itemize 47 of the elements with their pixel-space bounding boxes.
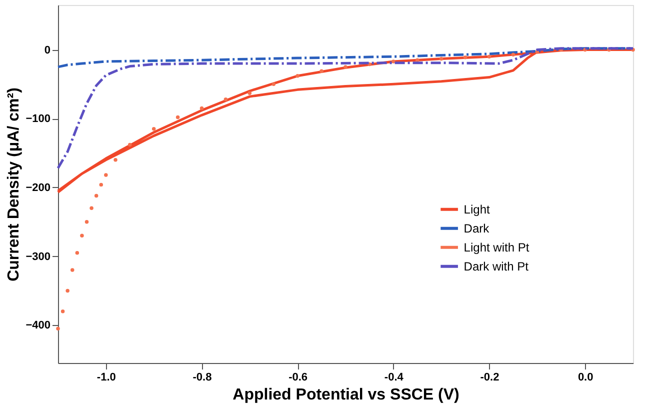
point [344,65,348,69]
point [60,310,65,314]
y-tick-label: −300 [26,250,50,263]
point [439,56,444,61]
point [90,206,94,210]
point [56,326,60,330]
point [200,106,204,110]
point [99,182,103,187]
y-tick-label: 0 [44,44,50,56]
legend-label: Light [464,202,490,216]
x-axis-title: Applied Potential vs SSCE (V) [232,386,460,404]
point [272,82,276,86]
line-series [56,47,634,170]
point [320,69,324,73]
point [80,234,84,238]
point [392,60,396,64]
point [487,54,492,58]
point [176,115,180,120]
point [75,250,80,255]
point [128,142,132,147]
point [248,91,252,95]
y-tick-label: −100 [26,113,50,126]
legend-label: Dark with Pt [464,259,530,274]
point [84,220,89,224]
x-tick-label: -0.4 [384,372,404,384]
legend-label: Dark [464,221,490,236]
point [296,74,300,78]
point [66,288,70,293]
x-tick-label: -1.0 [96,372,116,384]
point [416,58,420,62]
y-axis-title: Current Density (μA/ cm²) [6,88,23,282]
x-tick-label: -0.2 [480,372,500,384]
point [114,158,118,162]
point [152,127,156,131]
point [70,268,74,272]
x-tick-label: -0.8 [192,372,212,384]
line-series [56,48,634,194]
point [94,194,98,198]
y-tick-label: −400 [26,320,50,332]
point [104,173,108,177]
point [224,97,228,102]
x-tick-label: -0.6 [288,372,308,384]
point [463,55,468,60]
y-tick-label: −200 [26,182,50,194]
point [511,52,516,56]
legend-label: Light with Pt [464,240,530,254]
x-tick-label: 0.0 [578,372,594,384]
